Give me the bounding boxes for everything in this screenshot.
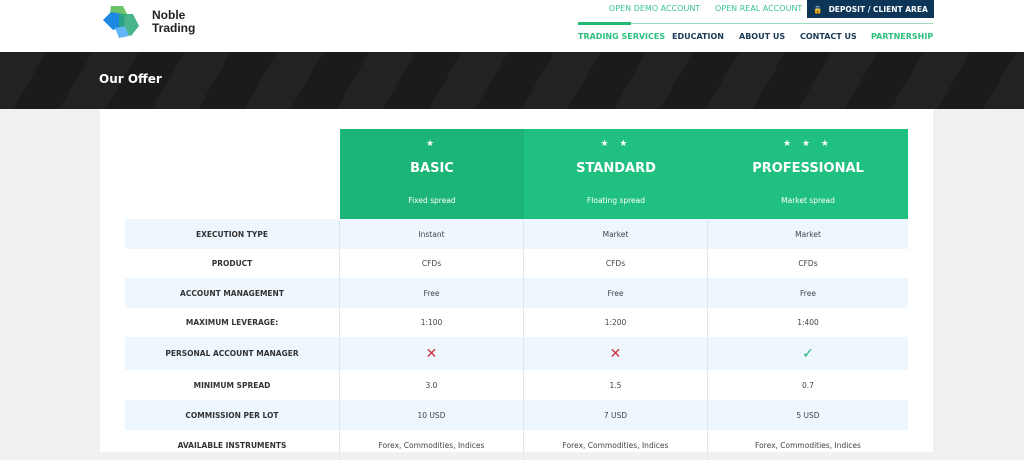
cell-value: 3.0: [340, 370, 524, 400]
plan-name: PROFESSIONAL: [752, 161, 864, 176]
table-row: PRODUCT CFDs CFDs CFDs: [125, 249, 908, 278]
row-label: EXECUTION TYPE: [125, 219, 340, 249]
cell-value: Forex, Commodities, Indices: [755, 440, 861, 450]
page-banner: Our Offer: [0, 52, 1024, 109]
page-title: Our Offer: [99, 72, 162, 86]
plan-header-standard: ★ ★ STANDARD Floating spread: [524, 129, 708, 219]
table-row: MAXIMUM LEVERAGE: 1:100 1:200 1:400: [125, 308, 908, 337]
cell-value: Free: [340, 278, 524, 308]
table-row: ACCOUNT MANAGEMENT Free Free Free: [125, 278, 908, 308]
cell-value: 5 USD: [796, 410, 820, 420]
nav-divider: [578, 23, 933, 24]
cell-value: CFDs: [340, 249, 524, 278]
nav-contact-us[interactable]: CONTACT US: [800, 32, 857, 41]
check-icon: ✓: [802, 345, 814, 362]
logo-icon[interactable]: [103, 6, 143, 38]
row-label: AVAILABLE INSTRUMENTS: [125, 430, 340, 460]
nav-trading-services[interactable]: TRADING SERVICES: [578, 32, 666, 41]
plan-spread: Floating spread: [586, 196, 646, 205]
cell-value: 1.5: [524, 370, 708, 400]
cell-value: 7 USD: [524, 400, 708, 430]
table-row: MINIMUM SPREAD 3.0 1.5 0.7: [125, 370, 908, 400]
cell-value: 10 USD: [340, 400, 524, 430]
nav-active-indicator: [578, 22, 631, 25]
open-real-account-link[interactable]: OPEN REAL ACCOUNT: [715, 4, 803, 13]
plan-name: BASIC: [410, 161, 454, 176]
cell-value: 1:400: [797, 318, 819, 327]
nav-education[interactable]: EDUCATION: [672, 32, 724, 41]
row-label: MINIMUM SPREAD: [125, 370, 340, 400]
cell-value: Free: [524, 278, 708, 308]
plan-spread: Market spread: [781, 196, 835, 205]
stars-icon: ★ ★ ★: [783, 139, 833, 149]
cell-value: Instant: [340, 219, 524, 249]
cell-value: Forex, Commodities, Indices: [524, 430, 708, 460]
logo-text: Noble Trading: [152, 8, 196, 35]
nav-partnership[interactable]: PARTNERSHIP: [871, 32, 934, 41]
cell-value: CFDs: [798, 259, 818, 268]
cell-value: 1:200: [524, 308, 708, 337]
cross-icon: ✕: [340, 337, 524, 370]
table-row: EXECUTION TYPE Instant Market Market: [125, 219, 908, 249]
row-label: PERSONAL ACCOUNT MANAGER: [125, 337, 340, 370]
row-label: PRODUCT: [125, 249, 340, 278]
cell-value: CFDs: [524, 249, 708, 278]
deposit-client-area-button[interactable]: 🔒 DEPOSIT / CLIENT AREA: [807, 0, 934, 18]
lock-icon: 🔒: [813, 4, 823, 14]
cross-icon: ✕: [524, 337, 708, 370]
plan-header-professional: ★ ★ ★ PROFESSIONAL Market spread: [708, 129, 908, 219]
stars-icon: ★: [425, 139, 439, 149]
table-row: COMMISSION PER LOT 10 USD 7 USD 5 USD: [125, 400, 908, 430]
cell-value: 1:100: [340, 308, 524, 337]
plan-header-basic: ★ BASIC Fixed spread: [340, 129, 524, 219]
top-header: Noble Trading OPEN DEMO ACCOUNT OPEN REAL…: [0, 0, 1024, 52]
cell-value: 0.7: [802, 380, 814, 390]
table-row: PERSONAL ACCOUNT MANAGER ✕ ✕ ✓: [125, 337, 908, 370]
plan-name: STANDARD: [576, 161, 656, 176]
table-row: AVAILABLE INSTRUMENTS Forex, Commodities,…: [125, 430, 908, 460]
nav-about-us[interactable]: ABOUT US: [739, 32, 786, 41]
plan-spread: Fixed spread: [408, 196, 456, 205]
cell-value: Market: [524, 219, 708, 249]
row-label: COMMISSION PER LOT: [125, 400, 340, 430]
row-label: MAXIMUM LEVERAGE:: [125, 308, 340, 337]
row-label: ACCOUNT MANAGEMENT: [125, 278, 340, 308]
cell-value: Free: [800, 288, 816, 298]
cell-value: Market: [795, 229, 821, 239]
stars-icon: ★ ★: [600, 139, 632, 149]
open-demo-account-link[interactable]: OPEN DEMO ACCOUNT: [609, 4, 701, 13]
cell-value: Forex, Commodities, Indices: [340, 430, 524, 460]
